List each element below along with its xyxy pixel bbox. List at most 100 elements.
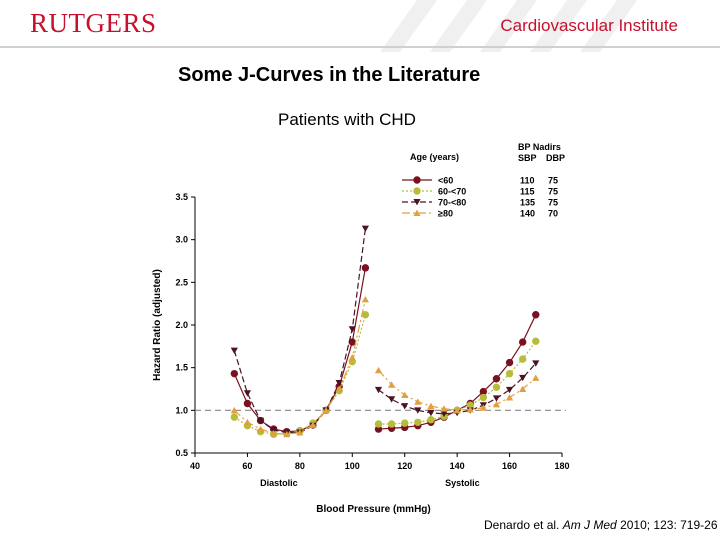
series-2-systolic-point: [505, 386, 514, 394]
series-0-diastolic-point: [230, 369, 239, 378]
series-2-systolic-point: [374, 386, 383, 394]
x-sublabel: Diastolic: [260, 478, 298, 488]
series-3-systolic-point: [414, 398, 422, 405]
series-3-systolic-point: [505, 394, 514, 401]
slide-subtitle: Patients with CHD: [278, 110, 416, 129]
series-3-diastolic-point: [335, 385, 343, 392]
series-3-diastolic-point: [256, 425, 265, 433]
series-1-diastolic-point: [230, 413, 239, 421]
series-2-systolic-point: [388, 396, 396, 403]
slide-header: RUTGERS Cardiovascular Institute: [0, 0, 720, 52]
legend-title: Age (years): [410, 152, 459, 162]
legend-swatch-marker: [413, 187, 421, 195]
series-2-systolic-point: [427, 409, 435, 417]
series-3-systolic-point: [374, 366, 383, 374]
legend-label: 70-<80: [438, 198, 466, 208]
series-2-systolic-point: [532, 360, 540, 367]
series-0-systolic-point: [505, 358, 514, 367]
y-tick-label: 1.0: [175, 405, 188, 415]
series-3-diastolic-point: [230, 406, 238, 414]
series-0-diastolic-point: [243, 399, 252, 408]
watermark-graphic: [380, 0, 638, 52]
series-3-systolic-point: [466, 406, 474, 413]
legend-nadir-sbp: 110: [520, 176, 535, 186]
series-1-systolic-point: [518, 355, 527, 363]
series-3-systolic-point: [401, 391, 409, 398]
y-axis-title: Hazard Ratio (adjusted): [152, 269, 163, 381]
series-2-systolic-point: [414, 407, 422, 414]
header-divider: [0, 46, 720, 48]
series-0-systolic-point: [479, 387, 488, 396]
y-tick-label: 2.0: [175, 320, 188, 330]
series-1-systolic-point: [374, 420, 383, 428]
series-3-systolic-point: [532, 374, 540, 381]
y-tick-label: 0.5: [175, 448, 188, 458]
series-1-systolic-point: [414, 418, 422, 426]
legend-label: <60: [438, 176, 453, 186]
series-2-systolic-point: [401, 403, 409, 410]
x-tick-label: 80: [295, 461, 305, 471]
series-1-systolic-point: [479, 393, 488, 402]
series-1-systolic-point: [427, 416, 435, 424]
x-tick-label: 120: [397, 461, 412, 471]
j-curve-chart: 0.5 1.0 1.5 2.0 2.5 3.0 3.5 40 60 80 100 120 140 160 1…: [152, 142, 570, 515]
legend-swatch-marker: [413, 209, 421, 216]
slide-title: Some J-Curves in the Literature: [178, 64, 481, 86]
legend-nadir-dbp: 75: [548, 187, 558, 197]
citation-authors: Denardo et al.: [484, 518, 563, 532]
series-3-diastolic-point: [270, 429, 278, 437]
series-3-systolic-point: [388, 381, 396, 388]
series-3-diastolic-point: [309, 421, 317, 428]
legend-nadir-sbp: 135: [520, 198, 535, 208]
series-3-systolic-point: [492, 400, 501, 408]
series-2-systolic-point: [440, 410, 448, 418]
series-2-diastolic-point: [335, 380, 343, 387]
series-3-diastolic-point: [243, 418, 252, 426]
series-0-systolic-point: [532, 311, 540, 319]
x-tick-label: 180: [554, 461, 569, 471]
series-3-diastolic-point: [283, 430, 291, 438]
series-2-diastolic-line: [233, 228, 366, 434]
series-3-systolic-point: [453, 406, 461, 414]
y-tick-label: 3.5: [175, 192, 188, 202]
legend-nadir-title: BP Nadirs: [518, 142, 561, 152]
x-tick-label: 100: [345, 461, 360, 471]
series-3-diastolic-point: [296, 429, 304, 436]
y-tick-label: 3.0: [175, 235, 188, 245]
legend-nadir-col-sbp: SBP: [518, 153, 537, 163]
series-2-diastolic-point: [243, 390, 252, 397]
y-tick-label: 1.5: [175, 363, 188, 373]
series-1-systolic-point: [505, 369, 514, 378]
citation: Denardo et al. Am J Med 2010; 123: 719-2…: [484, 518, 718, 532]
legend-label: ≥80: [438, 209, 453, 219]
series-1-diastolic-point: [361, 311, 370, 319]
series-1-systolic-point: [401, 419, 409, 427]
legend-nadir-sbp: 115: [520, 187, 535, 197]
series-1-systolic-point: [492, 383, 501, 391]
x-tick-label: 40: [190, 461, 200, 471]
x-sublabel: Systolic: [445, 478, 480, 488]
legend-nadir-col-dbp: DBP: [546, 153, 565, 163]
series-2-diastolic-point: [361, 225, 369, 232]
series-3-systolic-point: [519, 385, 527, 392]
series-1-systolic-point: [532, 337, 540, 345]
series-0-diastolic-point: [361, 264, 370, 272]
series-3-diastolic-point: [322, 406, 330, 414]
x-axis-title: Blood Pressure (mmHg): [316, 504, 430, 515]
rutgers-logo: RUTGERS: [30, 8, 157, 38]
series-3-diastolic-point: [361, 296, 369, 303]
legend-swatch-marker: [413, 199, 421, 206]
series-2-diastolic-point: [230, 347, 238, 354]
series-3-diastolic-point: [348, 354, 356, 361]
series-0-systolic-point: [518, 338, 527, 346]
y-tick-label: 2.5: [175, 277, 188, 287]
legend-nadir-sbp: 140: [520, 209, 535, 219]
citation-journal: Am J Med: [562, 518, 617, 532]
x-tick-label: 140: [450, 461, 465, 471]
series-3-diastolic-line: [233, 299, 366, 435]
institute-name: Cardiovascular Institute: [500, 16, 678, 35]
x-tick-label: 60: [242, 461, 252, 471]
series-3-systolic-point: [479, 404, 487, 411]
legend-nadir-dbp: 70: [548, 209, 558, 219]
series-2-systolic-point: [492, 395, 501, 402]
